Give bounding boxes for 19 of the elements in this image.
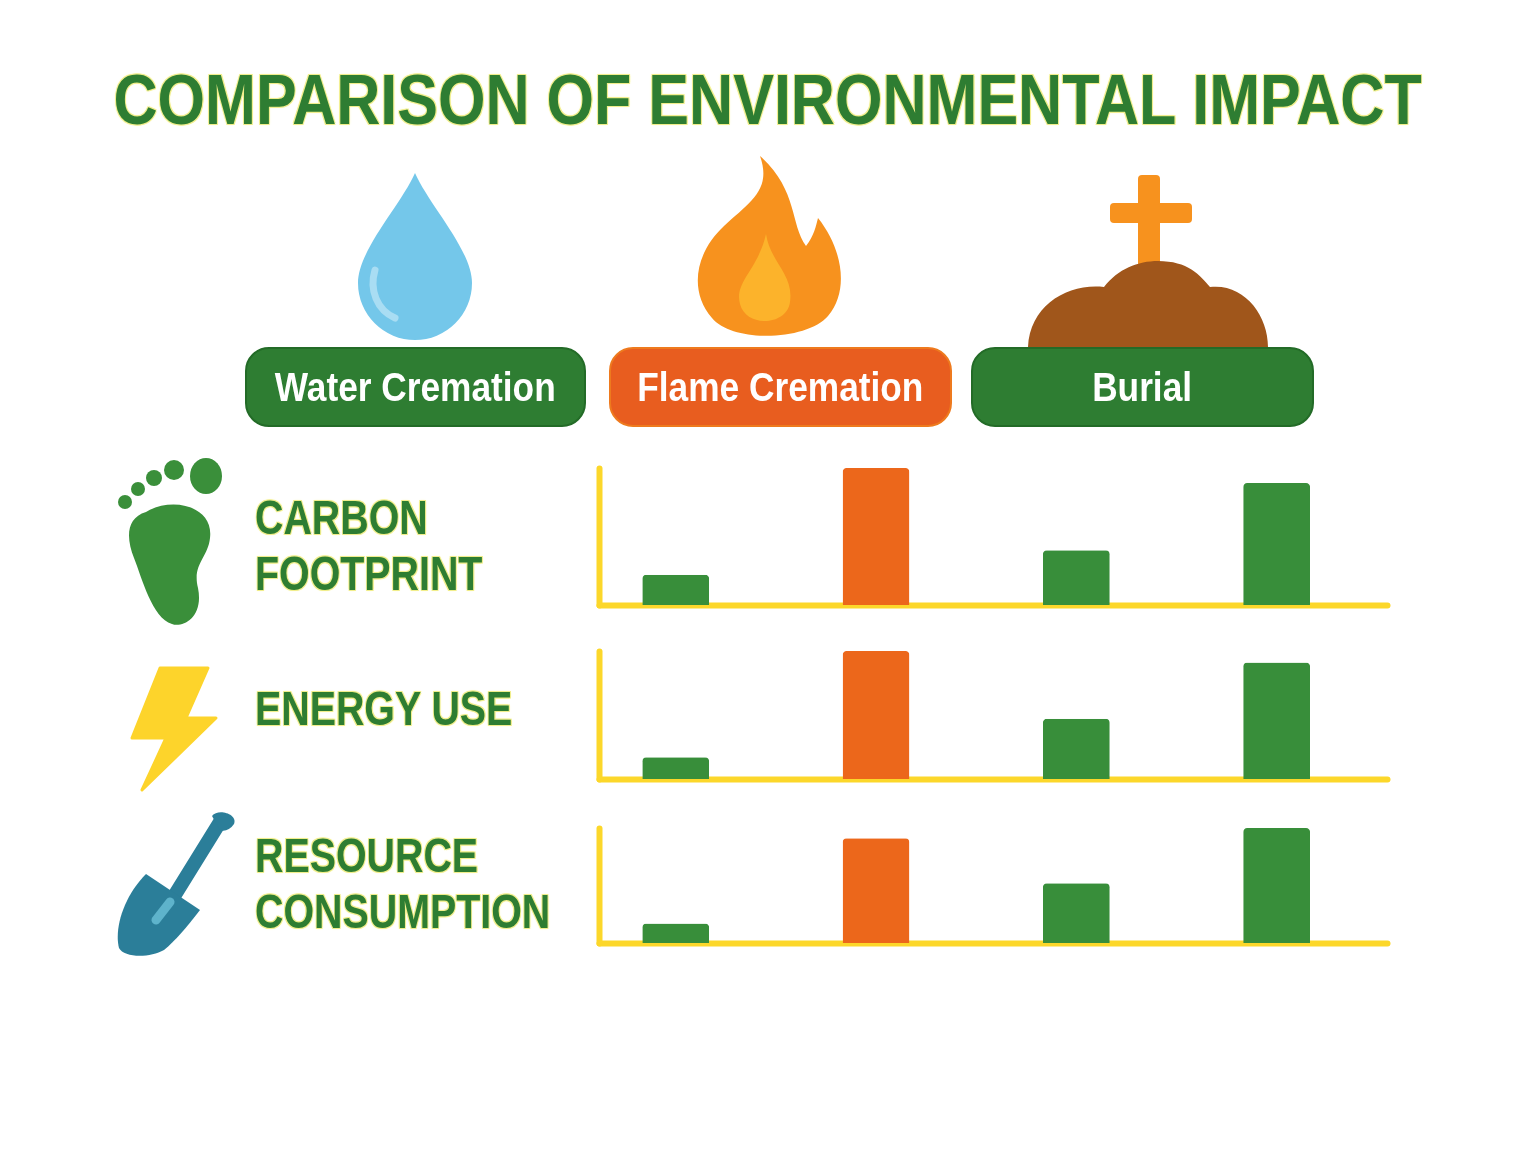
bar xyxy=(1042,883,1110,943)
bar xyxy=(642,923,710,943)
text: ENERGY USE xyxy=(255,681,514,737)
bar xyxy=(842,838,910,943)
bar xyxy=(642,574,710,605)
text: CARBON FOOTPRINT xyxy=(255,490,484,602)
bar xyxy=(1243,662,1311,779)
bar xyxy=(1042,718,1110,779)
label-pill: Burial xyxy=(971,347,1314,427)
bar xyxy=(842,651,910,779)
bar xyxy=(642,757,710,779)
label-pill: Flame Cremation xyxy=(609,347,952,427)
bar xyxy=(842,468,910,605)
text: RESOURCE CONSUMPTION xyxy=(255,828,552,940)
bar xyxy=(1042,550,1110,605)
bar xyxy=(1243,483,1311,605)
bar xyxy=(1243,828,1311,943)
label-pill: Water Cremation xyxy=(245,347,586,427)
text: COMPARISON OF ENVIRONMENTAL IMPACT xyxy=(113,60,1423,139)
